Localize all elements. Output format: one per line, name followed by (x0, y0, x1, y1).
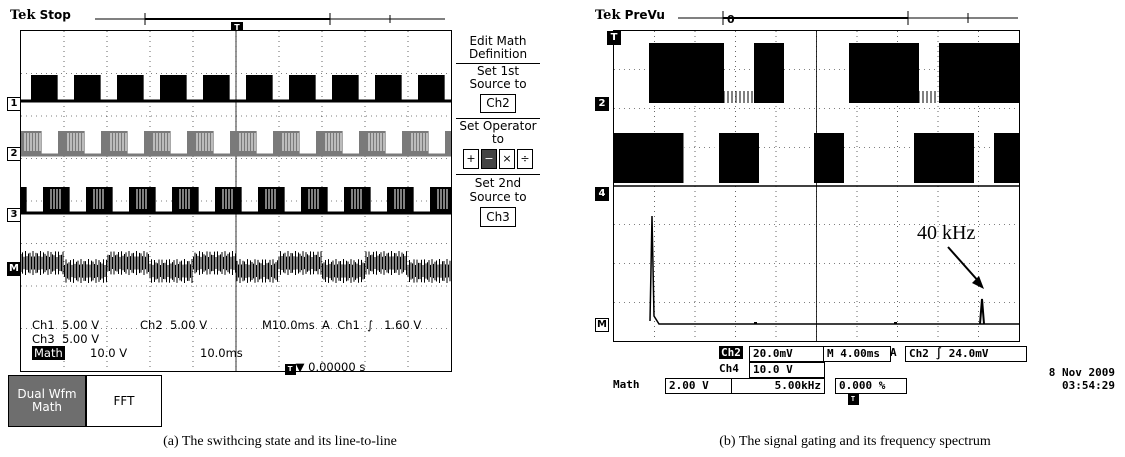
ch2-scale-readout: Ch2 5.00 V (140, 318, 208, 332)
set-second-source-item[interactable]: Set 2nd Source to Ch3 (456, 175, 540, 231)
trigger-pct-b: T (821, 378, 859, 418)
date-readout: 8 Nov 2009 (1048, 366, 1115, 379)
channel-1-marker[interactable]: 1 (7, 97, 21, 111)
set-second-source-label: Set 2nd Source to (469, 176, 527, 204)
record-view-bar-b: 0 (678, 11, 1018, 26)
acquisition-status-b: PreVu (624, 8, 665, 22)
dual-wfm-math-button[interactable]: Dual Wfm Math (8, 375, 86, 427)
trigger-marker-b[interactable]: T (607, 31, 621, 45)
edit-math-definition[interactable]: Edit Math Definition (456, 34, 540, 64)
ch4-label-b: Ch4 (719, 362, 739, 375)
operator-multiply-button[interactable]: × (499, 149, 515, 169)
time-readout: 03:54:29 (1062, 379, 1115, 392)
set-operator-item[interactable]: Set Operator to + − × ÷ (456, 119, 540, 175)
tek-logo: Tek (10, 8, 36, 23)
waveform-graticule (20, 31, 451, 371)
math-side-menu: Edit Math Definition Set 1st Source to C… (456, 34, 540, 231)
first-source-value[interactable]: Ch2 (480, 94, 516, 113)
scope-header: Tek Stop (10, 8, 71, 23)
svg-text:0: 0 (727, 13, 735, 26)
math-label: Math (32, 346, 65, 360)
waveform-graticule-b (614, 31, 1019, 341)
ch4-scale-b: 10.0 V (749, 362, 825, 378)
operator-minus-button[interactable]: − (481, 149, 497, 169)
trigger-percent-b: 0.000 % (835, 378, 907, 394)
scope-header-b: Tek PreVu (595, 8, 665, 23)
acquisition-status: Stop (39, 8, 71, 22)
trigger-icon: T (284, 364, 296, 375)
timebase-b: M 4.00ms (823, 346, 891, 362)
channel-3-marker[interactable]: 3 (7, 208, 21, 222)
ch1-scale-readout: Ch1 5.00 V (32, 318, 100, 332)
acq-mode-b: A (890, 346, 897, 359)
record-view-bar (95, 13, 445, 25)
fft-button[interactable]: FFT (86, 375, 162, 427)
date-time-block: 8 Nov 2009 03:54:29 (1025, 366, 1115, 392)
trigger-position-readout: T ▼ 0.00000 s (270, 346, 365, 389)
channel-2-marker-b[interactable]: 2 (595, 97, 609, 111)
set-first-source-label: Set 1st Source to (469, 64, 527, 91)
set-operator-label: Set Operator to (459, 119, 537, 146)
oscilloscope-panel-a: Tek Stop T 1 2 3 M Ch1 5.00 V Ch2 5.00 V… (0, 0, 560, 430)
ch2-label-b: Ch2 (719, 346, 743, 359)
waveform-display (20, 30, 452, 372)
trigger-icon-b: T (847, 394, 859, 405)
timebase-readout: M10.0ms A Ch1 ∫ 1.60 V (262, 318, 422, 332)
operator-plus-button[interactable]: + (463, 149, 479, 169)
math-time-readout: 10.0ms (200, 346, 243, 360)
ch3-scale-readout: Ch3 5.00 V (32, 332, 100, 346)
math-channel-marker[interactable]: M (7, 262, 21, 276)
math-freq-b: 5.00kHz (731, 378, 825, 394)
caption-a: (a) The swithcing state and its line-to-… (163, 434, 397, 449)
frequency-annotation: 40 kHz (917, 222, 976, 244)
math-label-b: Math (613, 378, 640, 391)
math-scale-readout: 10.0 V (90, 346, 128, 360)
oscilloscope-panel-b: Tek PreVu 0 T 2 4 M 40 kHz Ch2 20.0mV M … (585, 0, 1125, 430)
ch2-scale-b: 20.0mV (749, 346, 825, 362)
trigger-position-value: ▼ 0.00000 s (295, 360, 366, 374)
second-source-value[interactable]: Ch3 (480, 207, 516, 227)
channel-4-marker-b[interactable]: 4 (595, 187, 609, 201)
operator-divide-button[interactable]: ÷ (517, 149, 533, 169)
annotation-arrow (947, 246, 984, 289)
set-first-source-item[interactable]: Set 1st Source to Ch2 (456, 64, 540, 119)
math-scale-b: 2.00 V (665, 378, 733, 394)
tek-logo-b: Tek (595, 8, 621, 23)
math-marker-b[interactable]: M (595, 318, 609, 332)
caption-b: (b) The signal gating and its frequency … (719, 434, 991, 449)
waveform-display-b (613, 30, 1020, 342)
channel-2-marker[interactable]: 2 (7, 147, 21, 161)
trigger-readout-b: Ch2 ∫ 24.0mV (905, 346, 1027, 362)
